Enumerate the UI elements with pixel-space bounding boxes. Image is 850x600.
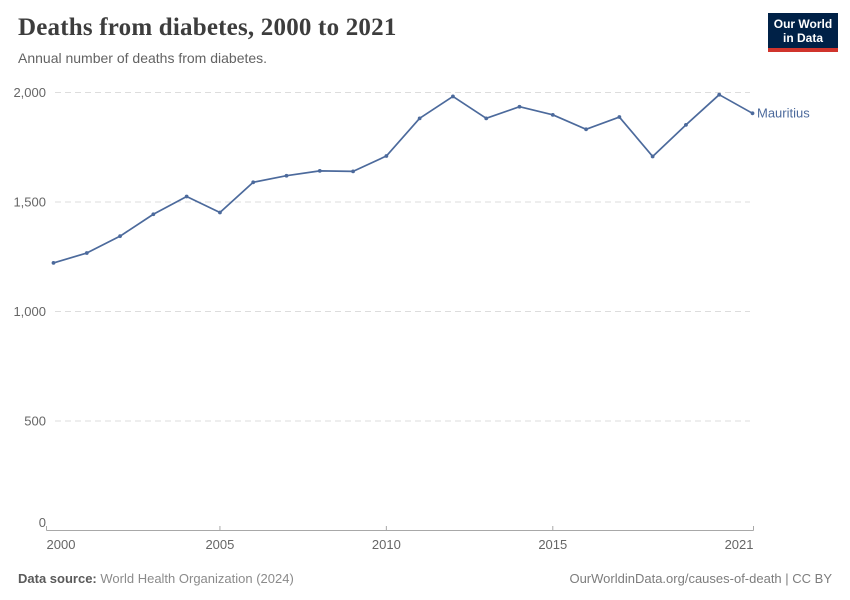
data-point xyxy=(151,212,156,217)
data-point xyxy=(351,169,355,174)
data-point xyxy=(251,180,256,185)
owid-logo-line1: Our World xyxy=(773,16,833,31)
x-tick-label: 2010 xyxy=(372,537,401,552)
x-tick-label: 2000 xyxy=(47,537,76,552)
data-point xyxy=(584,127,588,132)
data-point xyxy=(317,169,322,173)
data-point xyxy=(484,116,489,121)
y-tick-label: 2,000 xyxy=(13,85,46,100)
entity-label: Mauritius xyxy=(757,105,810,120)
chart-header: Deaths from diabetes, 2000 to 2021 Annua… xyxy=(18,14,397,66)
credit-link[interactable]: OurWorldinData.org/causes-of-death | CC … xyxy=(569,571,832,586)
data-source: Data source: World Health Organization (… xyxy=(18,571,294,586)
data-point xyxy=(750,111,755,116)
data-line xyxy=(52,93,754,264)
data-point xyxy=(717,92,722,97)
x-tick-label: 2005 xyxy=(205,537,234,552)
x-tick-label: 2021 xyxy=(725,537,754,552)
y-tick-label: 0 xyxy=(39,515,46,530)
data-point xyxy=(617,115,622,119)
data-source-value: World Health Organization (2024) xyxy=(100,571,294,586)
data-point xyxy=(684,123,688,127)
x-tick-label: 2015 xyxy=(538,537,567,552)
chart-footer: Data source: World Health Organization (… xyxy=(18,571,832,586)
owid-logo[interactable]: Our World in Data xyxy=(768,13,838,52)
data-point xyxy=(417,116,422,121)
data-point xyxy=(550,112,555,117)
y-tick-label: 1,000 xyxy=(13,304,46,319)
y-tick-label: 500 xyxy=(24,414,46,429)
data-point xyxy=(184,194,189,199)
data-point xyxy=(384,154,389,158)
y-tick-label: 1,500 xyxy=(13,195,46,210)
chart-title: Deaths from diabetes, 2000 to 2021 xyxy=(18,14,397,41)
data-point xyxy=(84,251,89,255)
data-point xyxy=(517,104,522,109)
data-point xyxy=(650,154,655,159)
data-source-label: Data source: xyxy=(18,571,97,586)
data-point xyxy=(51,260,56,265)
data-point xyxy=(118,234,122,239)
data-point xyxy=(218,210,222,215)
data-point xyxy=(284,173,289,178)
data-point xyxy=(451,94,455,99)
chart-subtitle: Annual number of deaths from diabetes. xyxy=(18,50,268,66)
owid-logo-line2: in Data xyxy=(782,30,823,45)
